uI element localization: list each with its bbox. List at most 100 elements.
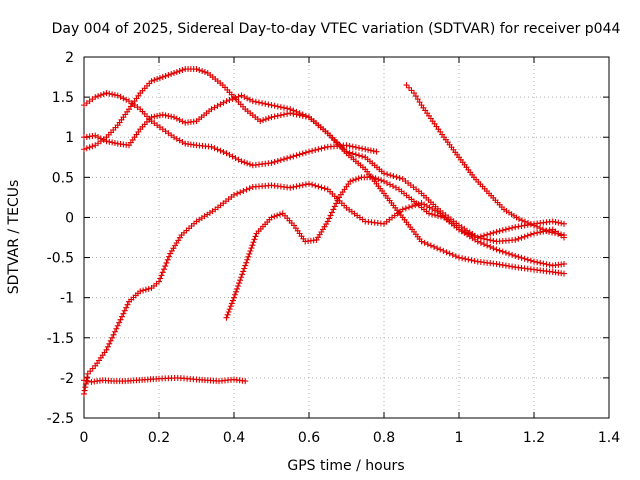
data-point	[534, 223, 540, 230]
data-point	[81, 146, 87, 153]
data-point	[231, 191, 237, 198]
data-point	[116, 319, 123, 326]
data-point	[287, 106, 294, 113]
data-point	[349, 143, 356, 150]
data-point	[534, 259, 541, 266]
data-point	[362, 146, 369, 153]
x-tick-label: 0	[80, 430, 89, 446]
data-point	[106, 138, 113, 145]
data-point	[409, 203, 416, 210]
y-axis-label: SDTVAR / TECUs	[6, 180, 22, 295]
data-point	[499, 248, 506, 255]
data-point	[555, 230, 561, 237]
data-point	[92, 94, 99, 101]
data-point	[257, 118, 264, 125]
data-point	[166, 253, 172, 260]
data-point	[109, 334, 116, 341]
data-point	[151, 77, 158, 84]
data-point	[242, 262, 249, 269]
data-point	[302, 181, 309, 188]
data-point	[293, 152, 300, 159]
data-point	[176, 68, 183, 75]
data-point	[103, 90, 110, 97]
data-point	[171, 114, 177, 121]
y-tick-label: 0.5	[52, 170, 74, 186]
data-point	[163, 259, 170, 266]
data-point	[231, 294, 237, 301]
data-point	[549, 229, 555, 236]
data-point	[429, 211, 435, 218]
data-point	[531, 230, 537, 237]
data-point	[290, 153, 297, 160]
data-point	[235, 93, 242, 100]
data-point	[396, 175, 403, 182]
x-tick-label: 0.6	[298, 430, 320, 446]
data-point	[268, 114, 275, 121]
data-point	[527, 257, 534, 264]
data-point	[154, 76, 161, 83]
data-point	[424, 241, 431, 248]
x-tick-label: 0.8	[373, 430, 395, 446]
data-point	[196, 67, 203, 74]
data-point	[343, 148, 350, 155]
data-point	[302, 112, 309, 119]
data-point	[484, 236, 491, 243]
data-point	[537, 259, 544, 266]
data-point	[165, 72, 172, 79]
data-point	[243, 259, 250, 266]
data-point	[416, 99, 423, 106]
data-point	[546, 261, 553, 268]
data-point	[220, 148, 227, 155]
data-point	[524, 256, 531, 263]
data-point	[468, 257, 475, 264]
data-point	[521, 233, 528, 240]
data-point	[84, 374, 91, 381]
data-point	[251, 236, 258, 243]
data-point	[293, 108, 300, 115]
data-point	[296, 182, 303, 189]
data-point	[156, 278, 162, 285]
data-point	[86, 144, 93, 151]
data-point	[151, 113, 158, 120]
data-point	[414, 96, 421, 103]
data-point	[299, 150, 306, 157]
data-point	[252, 233, 259, 240]
data-point	[252, 98, 259, 105]
data-point	[123, 304, 130, 311]
chart-title: Day 004 of 2025, Sidereal Day-to-day VTE…	[52, 21, 621, 37]
data-point	[284, 105, 291, 112]
data-point	[83, 377, 90, 384]
data-point	[399, 206, 406, 213]
data-point	[214, 146, 221, 153]
data-point	[502, 249, 509, 256]
data-point	[299, 111, 306, 118]
data-point	[159, 269, 166, 276]
data-point	[531, 222, 537, 229]
data-point	[117, 93, 124, 100]
data-point	[552, 219, 559, 226]
data-point	[543, 261, 550, 268]
data-point	[346, 142, 353, 149]
data-point	[173, 69, 180, 76]
data-point	[521, 255, 528, 262]
x-tick-label: 0.2	[148, 430, 170, 446]
data-point	[552, 230, 558, 237]
data-point	[312, 182, 319, 189]
data-point	[117, 316, 124, 323]
data-point	[387, 172, 394, 179]
data-point	[242, 378, 249, 385]
x-tick-label: 0.4	[223, 430, 245, 446]
data-point	[100, 91, 107, 98]
data-point	[356, 144, 362, 151]
data-point	[369, 174, 376, 181]
data-marks	[81, 66, 567, 397]
data-point	[546, 228, 552, 235]
data-point	[423, 202, 430, 209]
data-point	[244, 95, 251, 102]
data-point	[318, 184, 325, 191]
data-point	[531, 258, 537, 265]
data-point	[81, 387, 88, 394]
data-point	[156, 112, 163, 119]
data-point	[271, 213, 278, 220]
data-point	[481, 241, 487, 248]
